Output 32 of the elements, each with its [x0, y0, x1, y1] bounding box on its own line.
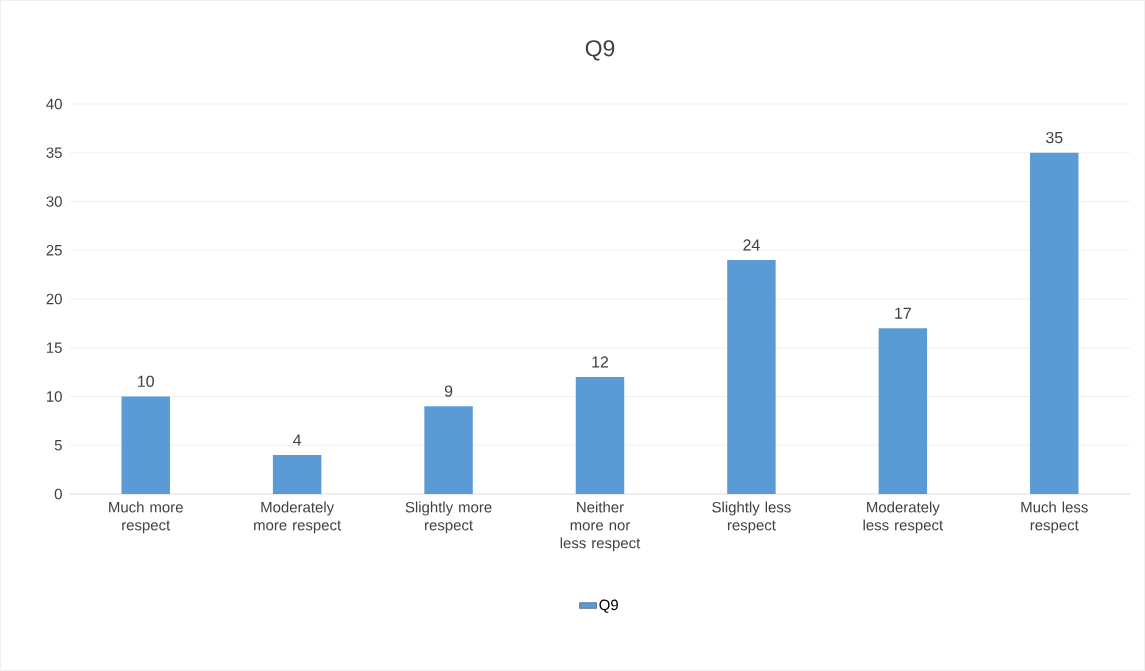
data-label: 17 [895, 307, 911, 319]
bar [424, 406, 473, 494]
bar [575, 377, 625, 494]
y-tick-label: 20 [46, 293, 62, 305]
bar [1030, 152, 1079, 494]
y-tick-label: 25 [46, 244, 62, 256]
x-tick-label: Moderately more respect [254, 501, 342, 534]
data-label: 35 [1046, 131, 1063, 144]
x-tick-label: Much less respect [1021, 501, 1088, 534]
x-tick-label: Slightly more respect [405, 501, 492, 534]
legend-label: Q9 [599, 599, 618, 613]
y-tick-label: 5 [54, 440, 62, 451]
data-label: 24 [743, 239, 760, 251]
y-tick-label: 15 [47, 342, 62, 353]
x-tick-label: Moderately less respect [863, 501, 944, 534]
bar [272, 455, 322, 494]
y-tick-label: 10 [47, 391, 62, 402]
x-tick-label: Neither more nor less respect [560, 501, 641, 552]
x-tick-label: Much more respect [109, 501, 183, 534]
y-tick-label: 35 [46, 147, 62, 159]
data-label: 9 [444, 385, 453, 397]
y-tick-label: 0 [54, 488, 62, 500]
bar [727, 260, 776, 494]
bar [121, 396, 170, 494]
y-tick-label: 30 [46, 196, 62, 207]
data-label: 10 [138, 375, 154, 387]
data-label: 12 [592, 356, 609, 368]
bar [878, 328, 928, 494]
chart-title: Q9 [585, 40, 615, 61]
x-tick-label: Slightly less respect [712, 501, 791, 534]
data-label: 4 [293, 434, 302, 446]
y-tick-label: 40 [46, 98, 62, 110]
